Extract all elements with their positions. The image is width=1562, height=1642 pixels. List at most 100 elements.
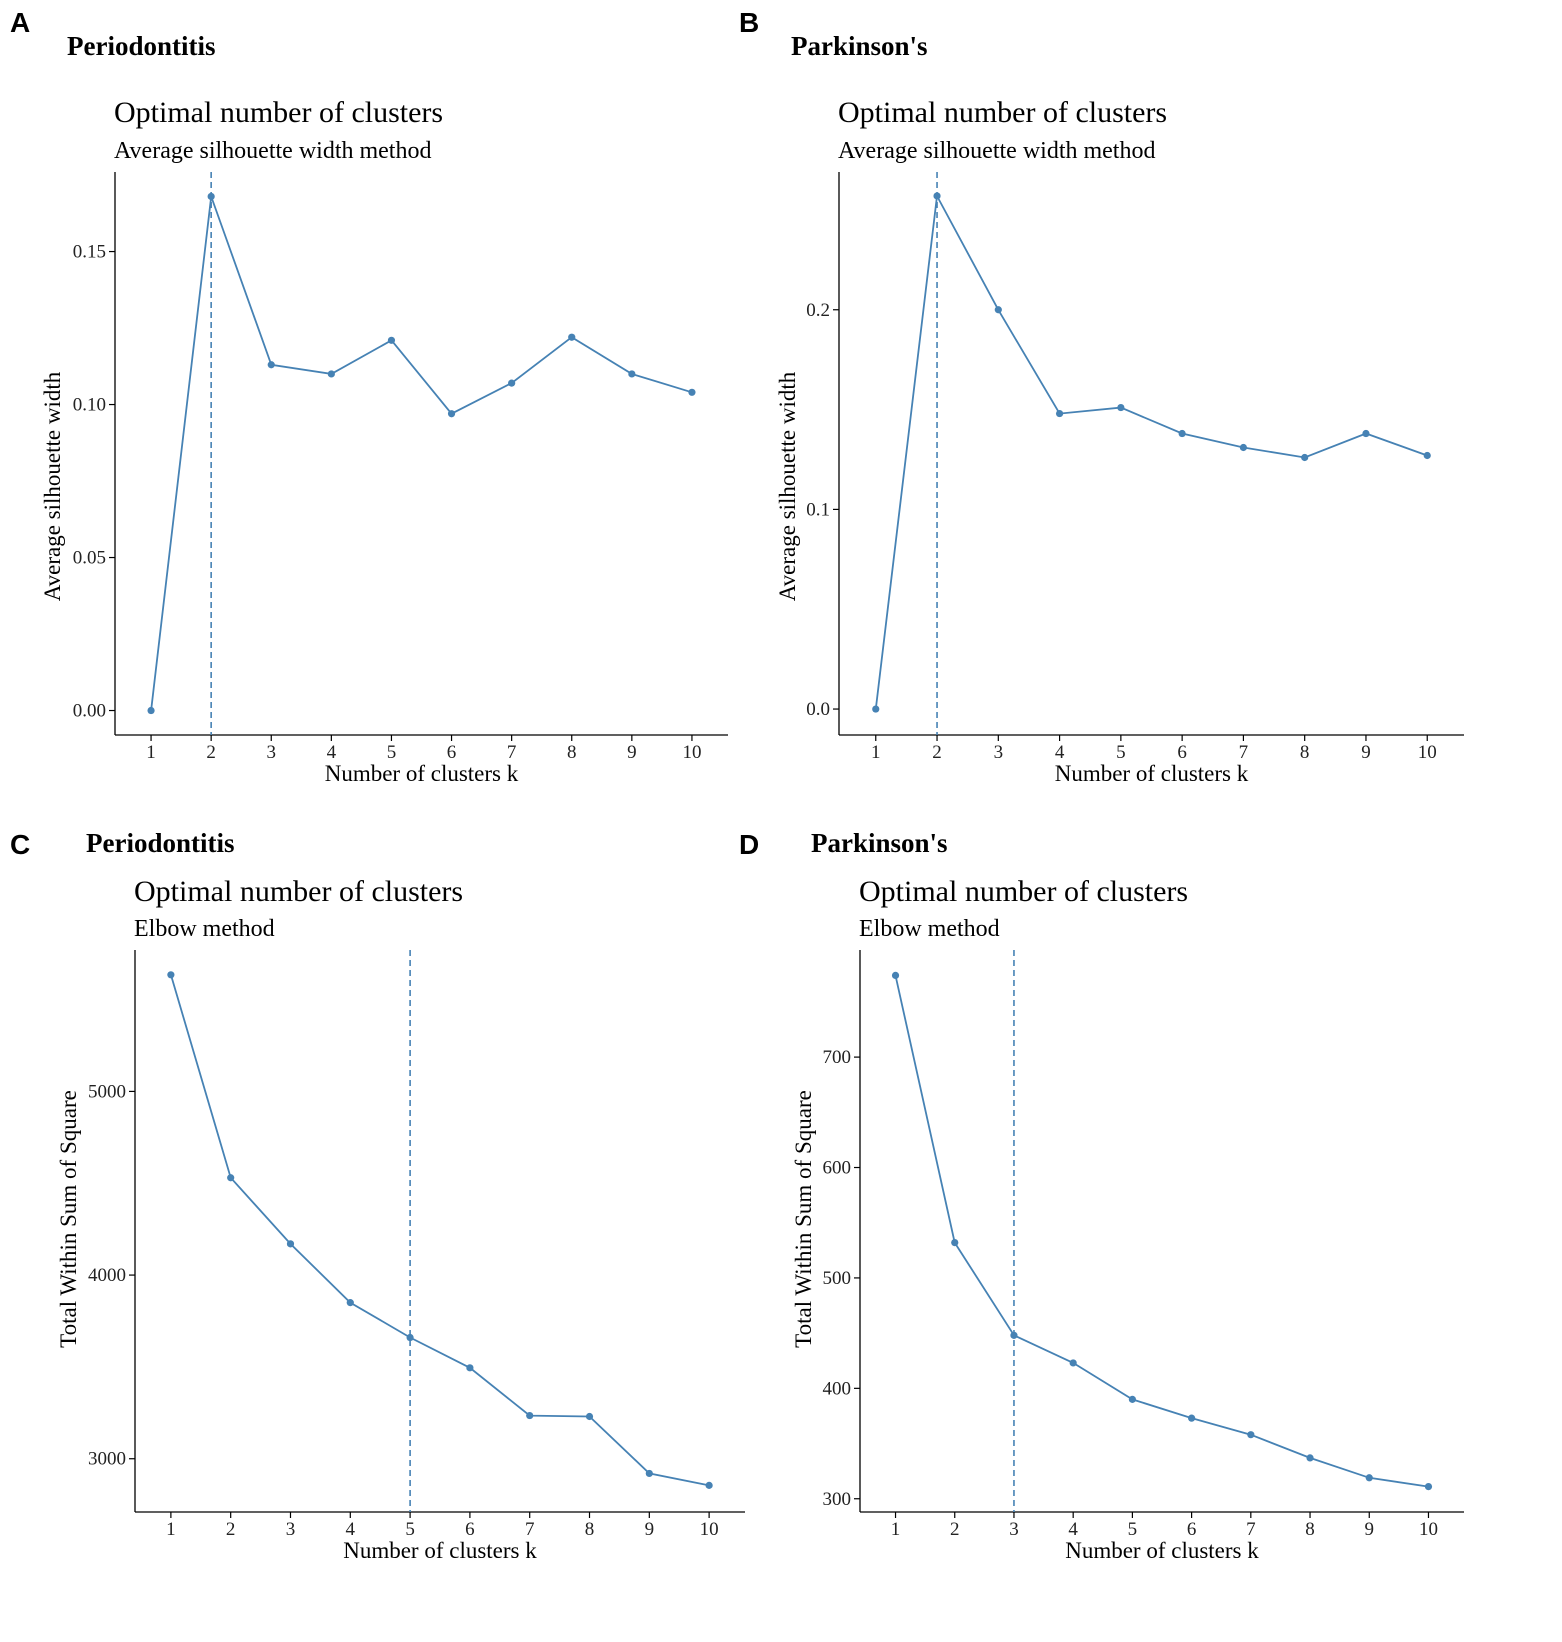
data-point	[872, 705, 880, 713]
series-line	[170, 974, 710, 1487]
chart-svg: B Parkinson's Optimal number of clusters Av…	[739, 7, 1464, 786]
y-tick-label: 0.0	[806, 699, 830, 720]
y-tick-label: 300	[823, 1489, 852, 1510]
chart-svg: D Parkinson's Optimal number of clusters El…	[739, 828, 1464, 1563]
y-tick-label: 0.2	[806, 300, 830, 321]
x-tick-label: 10	[682, 742, 701, 763]
x-tick-label: 5	[1128, 1519, 1138, 1540]
x-tick-label: 10	[1418, 742, 1437, 763]
y-tick-label: 0.1	[806, 499, 830, 520]
data-point	[628, 370, 636, 378]
panel-letter: C	[10, 829, 30, 860]
data-point	[891, 971, 900, 979]
chart-title: Optimal number of clusters	[134, 875, 463, 908]
data-point	[1178, 429, 1186, 438]
x-tick-label: 6	[1177, 742, 1187, 763]
x-tick-label: 1	[166, 1519, 176, 1540]
data-point	[1239, 443, 1248, 452]
y-tick-label: 0.05	[73, 548, 106, 569]
data-point	[327, 370, 335, 378]
x-tick-label: 7	[525, 1519, 535, 1540]
panel-title: Periodontitis	[86, 828, 235, 858]
data-point	[645, 1469, 653, 1478]
panel-letter: B	[739, 7, 759, 38]
data-point	[167, 971, 175, 979]
series-line	[874, 193, 1428, 710]
data-point	[286, 1240, 295, 1248]
x-tick-label: 2	[950, 1519, 960, 1540]
data-point	[1423, 451, 1431, 460]
panel-letter: A	[10, 7, 30, 38]
x-tick-label: 7	[1246, 1519, 1256, 1540]
x-tick-label: 1	[891, 1519, 901, 1540]
chart-svg: A Periodontitis Optimal number of clusters…	[10, 7, 728, 786]
x-tick-label: 4	[1055, 742, 1065, 763]
data-point	[1128, 1395, 1136, 1403]
panel-title: Parkinson's	[811, 828, 948, 858]
data-point	[508, 379, 516, 387]
data-point	[568, 333, 576, 341]
chart-title: Optimal number of clusters	[859, 875, 1188, 908]
data-point	[1247, 1431, 1255, 1439]
series-line	[894, 975, 1429, 1488]
data-point	[147, 706, 155, 715]
data-point	[207, 192, 215, 201]
data-point	[1365, 1474, 1373, 1482]
x-axis-label: Number of clusters k	[1055, 761, 1249, 786]
y-tick-label: 4000	[88, 1265, 126, 1286]
data-point	[1069, 1359, 1077, 1367]
x-tick-label: 5	[1116, 742, 1126, 763]
x-tick-label: 6	[465, 1519, 475, 1540]
x-axis-label: Number of clusters k	[343, 1538, 537, 1563]
series-line	[150, 196, 693, 711]
data-point	[1055, 409, 1064, 418]
chart-subtitle: Elbow method	[859, 916, 1000, 942]
x-tick-label: 2	[226, 1519, 236, 1540]
x-tick-label: 1	[871, 742, 881, 763]
y-tick-label: 0.00	[73, 701, 106, 722]
data-point	[466, 1364, 474, 1372]
x-tick-label: 8	[567, 742, 577, 763]
x-tick-label: 5	[405, 1519, 415, 1540]
chart-subtitle: Elbow method	[134, 916, 275, 942]
x-tick-label: 10	[1419, 1519, 1438, 1540]
data-point	[585, 1412, 594, 1421]
chart-title: Optimal number of clusters	[838, 96, 1167, 129]
x-tick-label: 9	[1365, 1519, 1375, 1540]
x-tick-label: 4	[346, 1519, 356, 1540]
x-tick-label: 9	[627, 742, 637, 763]
y-axis-label: Total Within Sum of Square	[56, 1090, 81, 1348]
x-tick-label: 4	[327, 742, 337, 763]
y-tick-label: 600	[823, 1158, 852, 1179]
x-tick-label: 3	[267, 742, 277, 763]
x-tick-label: 8	[1305, 1519, 1315, 1540]
x-axis-label: Number of clusters k	[1065, 1538, 1259, 1563]
data-point	[346, 1299, 354, 1307]
data-point	[951, 1238, 959, 1247]
x-tick-label: 5	[387, 742, 397, 763]
y-tick-label: 500	[823, 1268, 852, 1289]
x-tick-label: 4	[1068, 1519, 1078, 1540]
data-point	[406, 1333, 414, 1342]
y-tick-label: 0.15	[73, 242, 106, 263]
y-axis-label: Average silhouette width	[40, 371, 65, 601]
x-tick-label: 3	[286, 1519, 296, 1540]
data-point	[1306, 1454, 1314, 1462]
x-tick-label: 7	[1239, 742, 1249, 763]
data-point	[387, 336, 396, 344]
chart-subtitle: Average silhouette width method	[114, 138, 431, 164]
x-tick-label: 3	[1009, 1519, 1019, 1540]
chart-svg: C Periodontitis Optimal number of clusters…	[10, 828, 745, 1563]
x-tick-label: 7	[507, 742, 517, 763]
y-tick-label: 5000	[88, 1081, 126, 1102]
x-tick-label: 3	[994, 742, 1004, 763]
y-axis-label: Total Within Sum of Square	[791, 1090, 816, 1348]
y-axis-label: Average silhouette width	[775, 371, 800, 601]
x-tick-label: 6	[447, 742, 457, 763]
panel-a: A Periodontitis Optimal number of clusters…	[0, 0, 781, 821]
panel-b: B Parkinson's Optimal number of clusters Av…	[739, 0, 1562, 821]
data-point	[526, 1411, 534, 1420]
panel-d: D Parkinson's Optimal number of clusters El…	[739, 821, 1562, 1642]
chart-title: Optimal number of clusters	[114, 96, 443, 129]
data-point	[1424, 1483, 1433, 1491]
